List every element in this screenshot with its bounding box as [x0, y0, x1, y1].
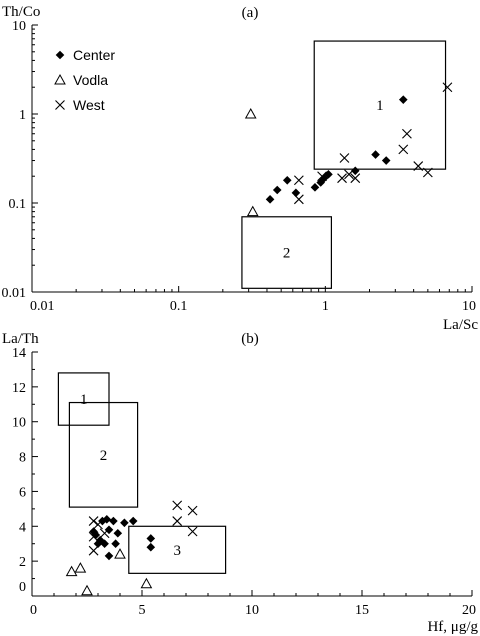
x-tick-label: 0.01 — [30, 299, 55, 314]
x-tick-label: 10 — [245, 603, 259, 618]
legend-marker-center — [55, 50, 65, 60]
data-point-vodla — [81, 584, 93, 596]
panel-label: (b) — [241, 331, 259, 347]
data-point-center — [111, 539, 120, 549]
y-axis-label: La/Th — [2, 331, 39, 347]
data-point-west — [99, 528, 110, 539]
data-point-vodla — [244, 107, 257, 119]
y-tick-label: 10 — [12, 416, 26, 431]
data-point-center — [381, 156, 391, 165]
data-point-west — [187, 526, 198, 537]
field-region-label: 2 — [100, 448, 108, 464]
x-axis-label: Hf, μg/g — [427, 619, 478, 635]
field-region-box — [241, 216, 333, 289]
y-tick-label: 12 — [12, 381, 26, 396]
data-point-center — [146, 534, 156, 543]
data-point-center — [120, 518, 129, 528]
data-point-west — [317, 171, 327, 182]
data-point-west — [402, 128, 412, 139]
data-point-center — [324, 170, 333, 179]
legend-label: Center — [73, 47, 115, 63]
data-point-west — [350, 173, 361, 184]
data-point-west — [293, 194, 304, 205]
legend-marker-west — [55, 100, 65, 110]
data-point-west — [339, 153, 350, 163]
y-tick-label: 0.1 — [9, 197, 27, 212]
data-point-vodla — [246, 205, 259, 217]
data-point-center — [100, 539, 109, 549]
data-point-west — [337, 173, 347, 184]
data-point-center — [109, 516, 118, 526]
data-point-center — [104, 525, 114, 535]
legend-label: West — [73, 97, 105, 113]
x-tick-label: 20 — [462, 603, 476, 618]
panel-a: 0.01 0.1 1 100.010.1110Th/CoLa/Sc(a)12Cente… — [2, 4, 479, 333]
data-point-center — [104, 551, 114, 561]
data-point-west — [88, 516, 99, 526]
field-region-box — [57, 372, 110, 426]
field-region-label: 3 — [173, 543, 181, 559]
field-region-box — [128, 525, 227, 574]
x-tick-label: 0.1 — [170, 299, 188, 314]
data-point-center — [128, 516, 138, 526]
panel-label: (a) — [242, 5, 259, 21]
y-tick-label: 0 — [19, 580, 26, 595]
data-point-west — [172, 500, 183, 511]
y-tick-label: 10 — [12, 19, 26, 34]
data-point-center — [291, 188, 301, 198]
x-tick-label: 1 — [322, 299, 329, 314]
data-point-center — [89, 527, 98, 536]
data-point-west — [344, 169, 354, 180]
y-axis-label: Th/Co — [2, 4, 40, 20]
data-point-vodla — [140, 577, 153, 589]
data-point-west — [93, 519, 103, 530]
x-tick-label: 5 — [139, 603, 146, 618]
y-tick-label: 2 — [19, 555, 26, 570]
data-point-center — [310, 183, 320, 192]
y-tick-label: 8 — [19, 451, 26, 466]
y-tick-label: 14 — [12, 346, 26, 361]
field-region-label: 2 — [283, 246, 291, 262]
data-point-center — [350, 166, 360, 176]
data-point-west — [422, 167, 433, 178]
data-point-vodla — [74, 562, 87, 573]
field-region-box — [68, 401, 139, 508]
field-region-label: 1 — [80, 392, 88, 408]
legend-label: Vodla — [73, 72, 108, 88]
data-point-west — [442, 82, 453, 93]
data-point-center — [272, 185, 282, 195]
field-region-box — [313, 40, 447, 170]
x-tick-label: 15 — [355, 603, 369, 618]
data-point-center — [316, 178, 326, 187]
x-tick-label: 0 — [30, 603, 37, 618]
data-point-center — [98, 516, 107, 526]
data-point-center — [265, 195, 275, 204]
x-axis-label: La/Sc — [443, 317, 478, 333]
data-point-vodla — [65, 565, 78, 577]
data-point-center — [146, 542, 156, 552]
data-point-west — [293, 175, 304, 186]
data-point-vodla — [114, 548, 126, 559]
data-point-west — [413, 161, 424, 171]
field-region-label: 1 — [376, 98, 384, 114]
y-tick-label: 4 — [19, 520, 26, 535]
data-point-center — [113, 528, 123, 538]
data-point-west — [88, 531, 99, 542]
data-point-center — [371, 150, 380, 159]
x-tick-label: 10 — [462, 299, 476, 314]
y-tick-label: 0.01 — [2, 286, 27, 301]
data-point-center — [282, 175, 292, 185]
legend-marker-vodla — [54, 73, 66, 85]
data-point-center — [398, 95, 408, 104]
data-point-west — [88, 545, 99, 556]
y-tick-label: 1 — [19, 108, 26, 123]
data-point-center — [102, 515, 112, 524]
data-point-west — [187, 505, 198, 516]
data-point-west — [172, 516, 183, 526]
y-tick-label: 6 — [19, 485, 26, 500]
data-point-west — [398, 144, 409, 155]
